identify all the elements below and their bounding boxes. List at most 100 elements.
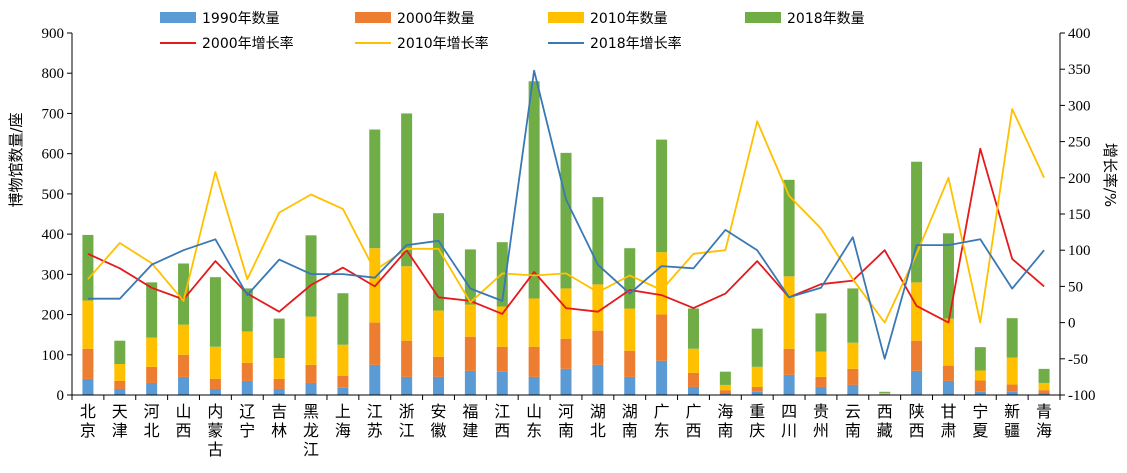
bar-segment bbox=[433, 376, 445, 395]
x-tick-label: 江 bbox=[303, 440, 319, 459]
x-tick-label: 西 bbox=[494, 421, 510, 440]
bar-segment bbox=[496, 346, 508, 372]
x-tick-label: 南 bbox=[845, 421, 861, 440]
bar-segment bbox=[178, 324, 190, 355]
bar-segment bbox=[560, 288, 572, 339]
x-tick-label: 河 bbox=[558, 402, 574, 421]
bar-segment bbox=[528, 298, 540, 347]
bar-segment bbox=[847, 368, 859, 385]
bar-segment bbox=[241, 362, 253, 381]
x-tick-label: 林 bbox=[271, 421, 287, 440]
bar-segment bbox=[1006, 318, 1018, 358]
bar-segment bbox=[815, 313, 827, 352]
x-tick-label: 湖 bbox=[622, 402, 638, 421]
bar-segment bbox=[528, 346, 540, 377]
x-tick-label: 云 bbox=[845, 402, 861, 421]
bar-segment bbox=[656, 252, 668, 315]
bar-segment bbox=[719, 392, 731, 395]
bar-segment bbox=[624, 350, 636, 377]
bar-segment bbox=[114, 388, 126, 395]
bar-segment bbox=[401, 376, 413, 395]
bar-segment bbox=[209, 277, 221, 347]
x-tick-label: 庆 bbox=[749, 421, 765, 440]
x-tick-label: 广 bbox=[685, 402, 701, 421]
bar-segment bbox=[433, 356, 445, 377]
bar-segment bbox=[974, 347, 986, 371]
x-tick-label: 川 bbox=[781, 421, 797, 440]
bar-segment bbox=[942, 380, 954, 395]
bar-segment bbox=[369, 364, 381, 395]
x-tick-label: 夏 bbox=[972, 421, 988, 440]
bar-segment bbox=[974, 370, 986, 381]
bar-segment bbox=[1038, 382, 1050, 391]
bar-segment bbox=[273, 357, 285, 379]
x-tick-label: 海 bbox=[335, 421, 351, 440]
x-tick-label: 黑 bbox=[303, 402, 319, 421]
y2-tick-label: 250 bbox=[1068, 135, 1091, 151]
y2-tick-label: 50 bbox=[1068, 279, 1083, 295]
bar-segment bbox=[879, 392, 891, 394]
x-axis: 北京天津河北山西内蒙古辽宁吉林黑龙江上海江苏浙江安徽福建江西山东河南湖北湖南广东… bbox=[71, 394, 1061, 459]
bar-segment bbox=[82, 234, 94, 301]
x-tick-label: 甘 bbox=[940, 402, 956, 421]
bar-segment bbox=[464, 370, 476, 395]
x-tick-label: 陕 bbox=[909, 402, 925, 421]
bar-segment bbox=[369, 129, 381, 249]
line-series-group bbox=[87, 69, 1045, 360]
x-tick-label: 古 bbox=[207, 440, 223, 459]
x-tick-label: 疆 bbox=[1004, 421, 1020, 440]
bar-segment bbox=[783, 348, 795, 375]
x-tick-label: 北 bbox=[80, 402, 96, 421]
y-tick-label: 300 bbox=[42, 267, 65, 283]
bar-segment bbox=[305, 382, 317, 395]
legend-label: 2018年增长率 bbox=[590, 35, 682, 52]
x-tick-label: 内 bbox=[207, 402, 223, 421]
y-tick-label: 700 bbox=[42, 106, 65, 122]
bar-segment bbox=[337, 344, 349, 376]
bar-segment bbox=[401, 340, 413, 377]
legend-label: 2000年数量 bbox=[397, 11, 475, 27]
bar-segment bbox=[783, 374, 795, 395]
bar-segment bbox=[942, 318, 954, 366]
x-tick-label: 河 bbox=[144, 402, 160, 421]
y-tick-label: 100 bbox=[42, 348, 65, 364]
bar-segment bbox=[273, 378, 285, 389]
x-tick-label: 藏 bbox=[877, 421, 893, 440]
bar-segment bbox=[305, 235, 317, 317]
x-tick-label: 山 bbox=[176, 402, 192, 421]
x-tick-label: 蒙 bbox=[207, 421, 223, 440]
x-tick-label: 海 bbox=[717, 402, 733, 421]
y2-tick-label: -100 bbox=[1068, 388, 1096, 404]
x-tick-label: 安 bbox=[431, 402, 447, 421]
x-tick-label: 西 bbox=[909, 421, 925, 440]
bar-segment bbox=[209, 346, 221, 379]
bar-segment bbox=[815, 386, 827, 395]
x-tick-label: 州 bbox=[813, 421, 829, 440]
x-tick-label: 南 bbox=[622, 421, 638, 440]
x-tick-label: 山 bbox=[526, 402, 542, 421]
bar-segment bbox=[1038, 368, 1050, 383]
x-tick-label: 江 bbox=[367, 402, 383, 421]
bar-segment bbox=[751, 391, 763, 395]
series-line bbox=[87, 69, 1045, 360]
bar-segment bbox=[433, 213, 445, 311]
y2-tick-label: 350 bbox=[1068, 62, 1091, 78]
x-tick-label: 南 bbox=[558, 421, 574, 440]
x-tick-label: 四 bbox=[781, 402, 797, 421]
bar-segment bbox=[719, 390, 731, 393]
bar-segment bbox=[1038, 392, 1050, 395]
x-tick-label: 苏 bbox=[367, 421, 383, 440]
x-tick-label: 青 bbox=[1036, 402, 1052, 421]
bar-segment bbox=[528, 81, 540, 299]
bar-segment bbox=[82, 300, 94, 349]
bar-segment bbox=[847, 342, 859, 369]
bar-segment bbox=[911, 340, 923, 371]
bar-segment bbox=[433, 310, 445, 357]
x-tick-label: 吉 bbox=[271, 402, 287, 421]
bar-segment bbox=[847, 288, 859, 343]
bar-segment bbox=[496, 371, 508, 395]
bar-segment bbox=[464, 249, 476, 305]
bar-segment bbox=[592, 284, 604, 331]
bar-segment bbox=[369, 322, 381, 365]
bar-segment bbox=[656, 314, 668, 361]
